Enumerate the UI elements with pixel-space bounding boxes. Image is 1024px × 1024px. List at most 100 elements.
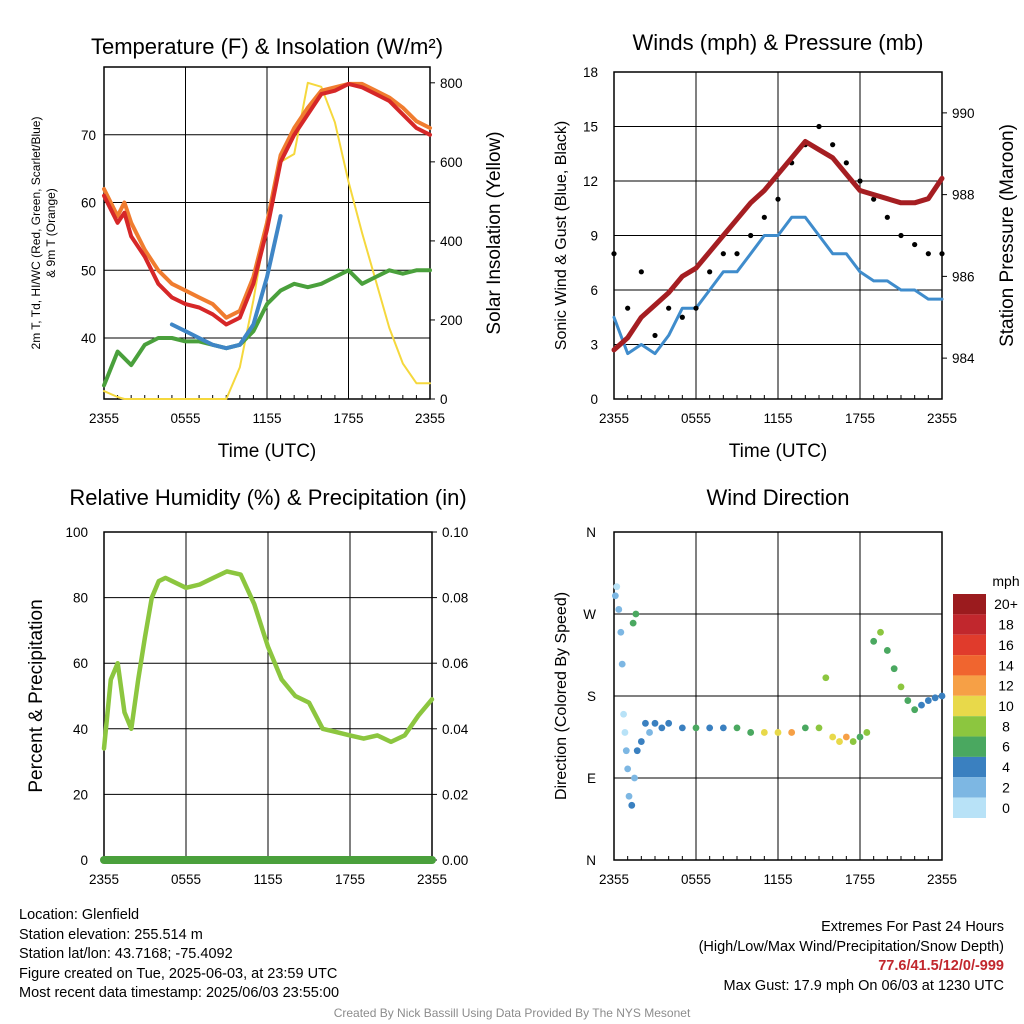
y-tick-label: 60 [73,656,88,671]
gust-point [693,305,699,311]
y2-tick-label: 600 [440,155,463,170]
y2-axis-label: Solar Insolation (Yellow) [484,131,505,334]
direction-point [938,692,946,700]
y-tick-label: N [586,525,596,540]
x-tick-label: 2355 [415,411,445,426]
x-axis-label: Time (UTC) [729,441,828,462]
gust-point [611,251,617,257]
gust-point [775,196,781,202]
y-axis-label: 2m T, Td, HI/WC (Red, Green, Scarlet/Blu… [29,117,43,350]
colorbar-title: mph [992,573,1019,589]
chart-title: Wind Direction [706,485,849,510]
figure-created: Figure created on Tue, 2025-06-03, at 23… [19,965,338,982]
y-tick-label: S [587,689,596,704]
gust-point [666,305,672,311]
colorbar-label: 2 [1002,779,1010,795]
y2-tick-label: 0.04 [442,722,469,737]
series-line [612,215,944,356]
direction-point [632,610,640,618]
chart-title: Winds (mph) & Pressure (mb) [633,30,924,55]
direction-point [760,729,768,736]
gust-point [871,196,877,202]
x-tick-label: 1155 [252,411,281,426]
y2-tick-label: 986 [952,269,975,284]
direction-point [637,738,645,745]
gust-point [748,232,754,239]
direction-point [904,697,912,704]
colorbar-swatch [953,797,986,818]
direction-point [788,729,796,736]
gust-point [912,241,918,248]
gust-point [830,142,836,148]
gust-point [898,232,904,239]
direction-point [646,729,653,736]
direction-point [633,747,641,755]
direction-point [815,724,823,732]
colorbar-label: 0 [1002,800,1010,816]
colorbar-swatch [953,716,986,737]
x-tick-label: 2355 [417,872,447,887]
y2-tick-label: 200 [440,313,463,328]
gust-point [720,251,726,257]
direction-point [615,606,623,613]
recent-timestamp: Most recent data timestamp: 2025/06/03 2… [19,985,340,1001]
direction-point [629,619,637,627]
station-info: Location: Glenfield Station elevation: 2… [19,906,339,1004]
y2-tick-label: 800 [440,76,463,91]
direction-point [842,733,850,741]
gust-point [625,305,631,311]
extremes-values: 77.6/41.5/12/0/-999 [878,958,1004,974]
x-tick-label: 2355 [89,411,119,426]
direction-point [625,792,633,800]
direction-point [665,719,673,727]
y-tick-label: 20 [73,787,88,802]
direction-point [747,729,755,736]
x-tick-label: 0555 [170,411,200,426]
direction-point [613,583,621,591]
y-tick-label: 6 [590,283,598,298]
direction-point [651,719,659,727]
x-tick-label: 1755 [845,411,875,426]
y-tick-label: 15 [583,120,598,135]
direction-point [870,637,878,645]
extremes-title: Extremes For Past 24 Hours [821,919,1004,935]
colorbar-swatch [953,634,986,656]
direction-point [918,701,925,709]
x-tick-label: 2355 [599,411,629,426]
x-tick-label: 0555 [171,872,201,887]
direction-point [621,729,629,736]
y2-tick-label: 0.08 [442,591,468,606]
y-tick-label: 50 [81,263,96,278]
colorbar-label: 12 [998,678,1014,694]
x-axis-label: Time (UTC) [218,441,317,462]
series-line [101,569,435,751]
station-latlon: Station lat/lon: 43.7168; -75.4092 [19,946,233,962]
y-tick-label: 40 [73,722,88,737]
chart-title: Temperature (F) & Insolation (W/m²) [91,34,443,59]
direction-point [883,647,891,654]
y2-tick-label: 0 [440,392,448,407]
x-tick-label: 2355 [927,872,957,887]
y2-axis-label: Station Pressure (Maroon) [997,124,1018,347]
gust-point [652,332,658,339]
gust-point [884,214,890,220]
colorbar-swatch [953,736,986,757]
direction-point [829,733,837,741]
y2-tick-label: 0.06 [442,656,468,671]
colorbar-swatch [953,756,986,778]
y-tick-label: E [587,771,596,786]
max-gust: Max Gust: 17.9 mph On 06/03 at 1230 UTC [723,977,1004,994]
gust-point [925,251,931,257]
y-tick-label: 12 [583,174,598,189]
direction-point [856,733,864,741]
x-tick-label: 1155 [253,872,282,887]
x-tick-label: 2355 [927,411,957,426]
colorbar-label: 18 [998,617,1014,633]
direction-point [836,738,843,745]
direction-point [631,774,638,782]
gust-point [843,160,849,166]
direction-point [890,665,898,673]
direction-point [628,801,636,809]
direction-point [897,683,905,691]
y-tick-label: 9 [590,229,598,244]
